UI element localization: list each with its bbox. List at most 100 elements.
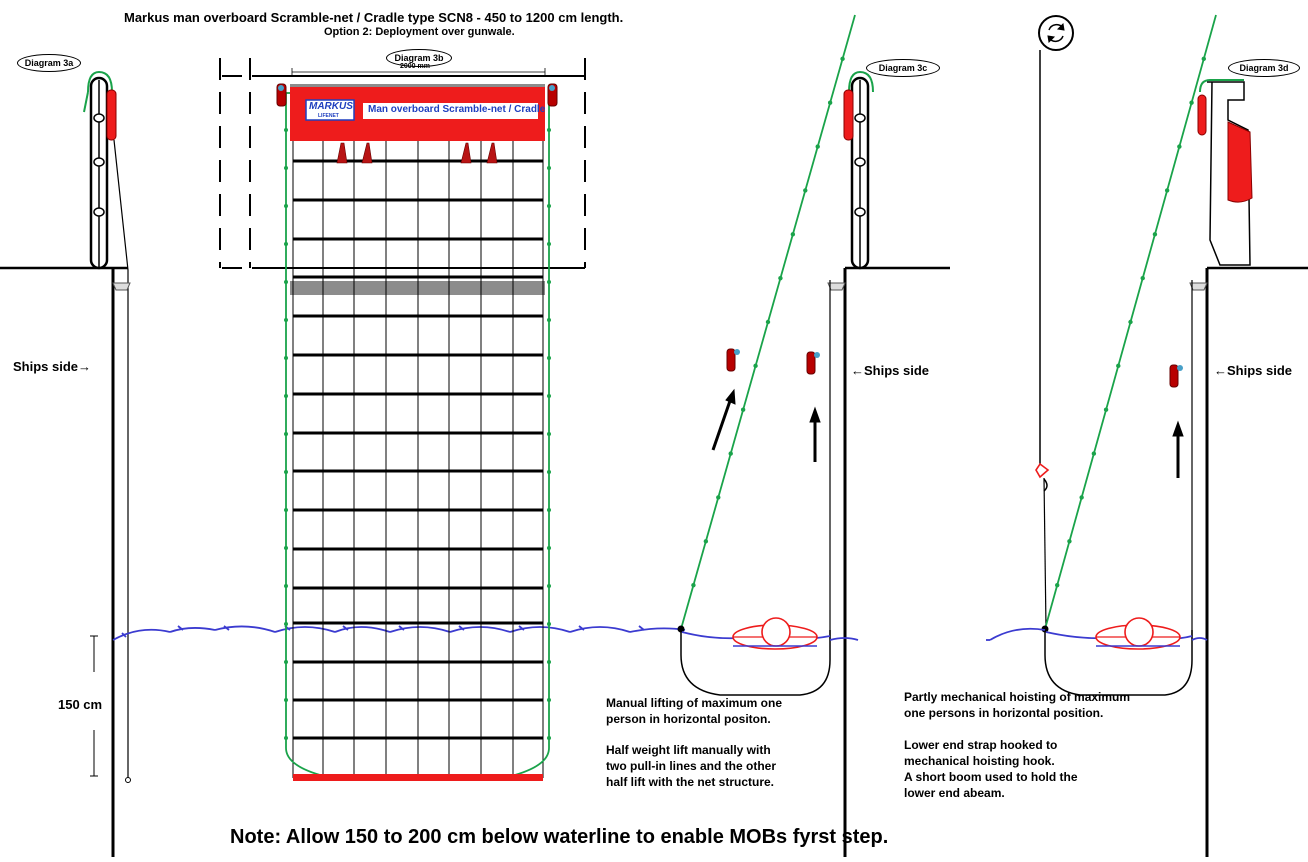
rope-dot — [547, 204, 551, 208]
rope-dot — [1116, 363, 1121, 369]
rope-dot — [1152, 232, 1158, 237]
caption-3d-line3: Lower end strap hooked to — [904, 738, 1058, 752]
rope-dot — [765, 319, 771, 325]
rope-dot — [753, 363, 758, 369]
rope-dot — [284, 128, 288, 132]
caption-3c-line1: Manual lifting of maximum one — [606, 696, 783, 710]
rope-dot — [1128, 319, 1133, 325]
diagram-3c — [677, 14, 950, 857]
rope-dot — [547, 470, 551, 474]
rope-dot — [1177, 144, 1182, 149]
rope-dot — [1164, 188, 1170, 193]
caption-3d-line2: one persons in horizontal position. — [904, 706, 1104, 720]
hook-icon — [726, 348, 820, 375]
rope-dot — [1079, 495, 1084, 500]
rope-dot — [284, 242, 288, 246]
rope-dot — [547, 128, 551, 132]
caption-3d-line6: lower end abeam. — [904, 786, 1005, 800]
rope-dot — [284, 318, 288, 322]
page-subtitle: Option 2: Deployment over gunwale. — [324, 26, 515, 38]
top-bags — [276, 83, 558, 107]
rope-dot — [778, 275, 783, 281]
logo-sub-text: LIFENET — [318, 113, 339, 119]
rope-dot — [547, 242, 551, 246]
rope-dot — [691, 582, 696, 588]
rope-dot — [1189, 100, 1194, 105]
banner-text-box — [363, 103, 538, 119]
rope-dot — [284, 736, 288, 740]
caption-3d-line1: Partly mechanical hoisting of maximum — [904, 690, 1131, 704]
diagram-3a-label: Diagram 3a — [17, 54, 81, 72]
lifting-arrow-icon — [711, 388, 821, 462]
rope-dot — [740, 407, 746, 412]
dimension-label: 2000 mm — [400, 63, 430, 70]
bottom-note: Note: Allow 150 to 200 cm below waterlin… — [230, 826, 889, 848]
rope-dot — [547, 660, 551, 664]
caption-3c-line4: two pull-in lines and the other — [606, 759, 776, 773]
rope-dot — [284, 508, 288, 512]
rope-dot — [284, 432, 288, 436]
rope-dot — [547, 356, 551, 360]
rope-dot — [284, 546, 288, 550]
rope-dot — [547, 508, 551, 512]
rope-dot — [547, 622, 551, 626]
caption-3c-line2: person in horizontal positon. — [606, 712, 771, 726]
rope-dot — [803, 188, 808, 193]
rope-dot — [547, 432, 551, 436]
caption-3d-line5: A short boom used to hold the — [904, 770, 1078, 784]
ships-side-label-left: Ships side→ — [13, 359, 92, 374]
rope-dot — [284, 394, 288, 398]
rope-dot — [284, 204, 288, 208]
rope-dot — [284, 356, 288, 360]
net-bag — [106, 89, 117, 141]
caption-3c-line3: Half weight lift manually with — [606, 743, 771, 757]
rope-dot — [1103, 407, 1109, 412]
rope-dot — [284, 584, 288, 588]
rope-dot — [284, 622, 288, 626]
rope-dot — [547, 318, 551, 322]
rope-dot — [284, 166, 288, 170]
rope-dot — [547, 584, 551, 588]
rope-dot — [815, 144, 820, 149]
diagram-3d — [989, 14, 1308, 857]
diagram-3a — [0, 70, 131, 857]
rope-dot — [284, 470, 288, 474]
caption-3d-line4: mechanical hoisting hook. — [904, 754, 1055, 768]
diagram-3b-label: Diagram 3b — [386, 49, 452, 67]
rope-dot — [716, 495, 721, 500]
banner-text: Man overboard Scramble-net / Cradle — [368, 104, 546, 115]
ships-side-label-c: ←Ships side — [851, 363, 930, 378]
diagram-3d-label: Diagram 3d — [1228, 59, 1300, 77]
rope-dot — [790, 232, 796, 237]
rope-dot — [547, 166, 551, 170]
rope-dot — [1067, 539, 1072, 544]
straps — [336, 142, 498, 164]
rope-dot — [284, 698, 288, 702]
logo-top-text: MARKUS — [309, 101, 353, 112]
diagram-3c-label: Diagram 3c — [866, 59, 940, 77]
rope-dot — [284, 660, 288, 664]
rope-dot — [284, 280, 288, 284]
net-container — [1227, 121, 1253, 203]
rope-dot — [840, 56, 845, 62]
ships-side-label-d: ←Ships side — [1214, 363, 1293, 378]
water-surface-left — [112, 625, 686, 641]
diagram-3b — [219, 58, 586, 781]
rope-dot — [1055, 582, 1060, 588]
rope-dot — [1091, 451, 1097, 456]
rope-dot — [547, 546, 551, 550]
rope-dot — [547, 280, 551, 284]
caption-3c-line5: half lift with the net structure. — [606, 775, 775, 789]
rotation-icon — [1038, 15, 1074, 51]
page-title: Markus man overboard Scramble-net / Crad… — [124, 10, 624, 25]
markus-logo — [305, 99, 355, 121]
rope-dot — [547, 698, 551, 702]
rope-dot — [827, 100, 833, 105]
buoy-icon — [761, 617, 791, 647]
rope-dot — [547, 394, 551, 398]
depth-label: 150 cm — [58, 697, 103, 712]
hoist-hook-icon — [1035, 462, 1050, 492]
rope-dot — [547, 736, 551, 740]
